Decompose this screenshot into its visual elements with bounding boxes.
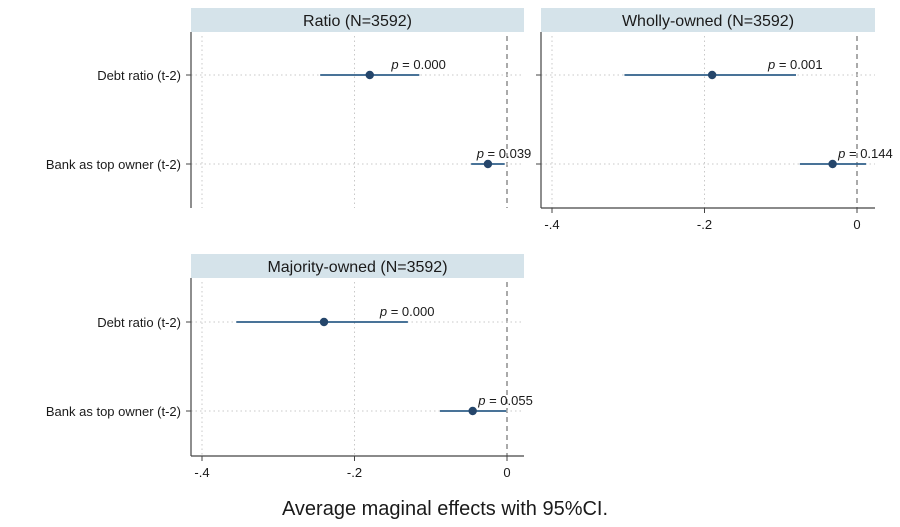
- point-estimate: [468, 406, 477, 416]
- point-estimate: [365, 70, 374, 80]
- figure-caption: Average maginal effects with 95%CI.: [282, 498, 608, 520]
- point-estimate: [483, 159, 493, 169]
- p-value-label: p = 0.001: [767, 57, 823, 72]
- x-tick-label: 0: [503, 465, 510, 480]
- y-tick-label: Debt ratio (t-2): [97, 68, 181, 83]
- panel-3: Majority-owned (N=3592) Debt ratio (t-2) B…: [46, 254, 533, 480]
- panel-header: [541, 8, 875, 32]
- p-value-label: p = 0.039: [476, 146, 532, 161]
- panel-2: Wholly-owned (N=3592) -.4 -.2 0 p = 0.001 p =…: [536, 8, 893, 232]
- x-tick-label: 0: [853, 217, 860, 232]
- panel-title: Ratio (N=3592): [303, 13, 412, 30]
- panel-header: [191, 254, 524, 278]
- y-tick-label: Debt ratio (t-2): [97, 315, 181, 330]
- panel-1: Ratio (N=3592) Debt ratio (t-2) Bank as to…: [46, 8, 531, 208]
- panel-title: Wholly-owned (N=3592): [622, 13, 794, 30]
- p-value-label: p = 0.000: [379, 304, 435, 319]
- y-tick-label: Bank as top owner (t-2): [46, 157, 181, 172]
- panel-title: Majority-owned (N=3592): [267, 259, 447, 276]
- point-estimate: [828, 159, 837, 169]
- x-tick-label: -.4: [544, 217, 559, 232]
- x-tick-label: -.4: [194, 465, 209, 480]
- p-value-label: p = 0.055: [477, 393, 533, 408]
- p-value-label: p = 0.000: [390, 57, 446, 72]
- point-estimate: [707, 70, 717, 80]
- x-tick-label: -.2: [697, 217, 712, 232]
- y-tick-label: Bank as top owner (t-2): [46, 404, 181, 419]
- x-tick-label: -.2: [347, 465, 362, 480]
- p-value-label: p = 0.144: [837, 146, 893, 161]
- point-estimate: [319, 317, 329, 327]
- panel-header: [191, 8, 524, 32]
